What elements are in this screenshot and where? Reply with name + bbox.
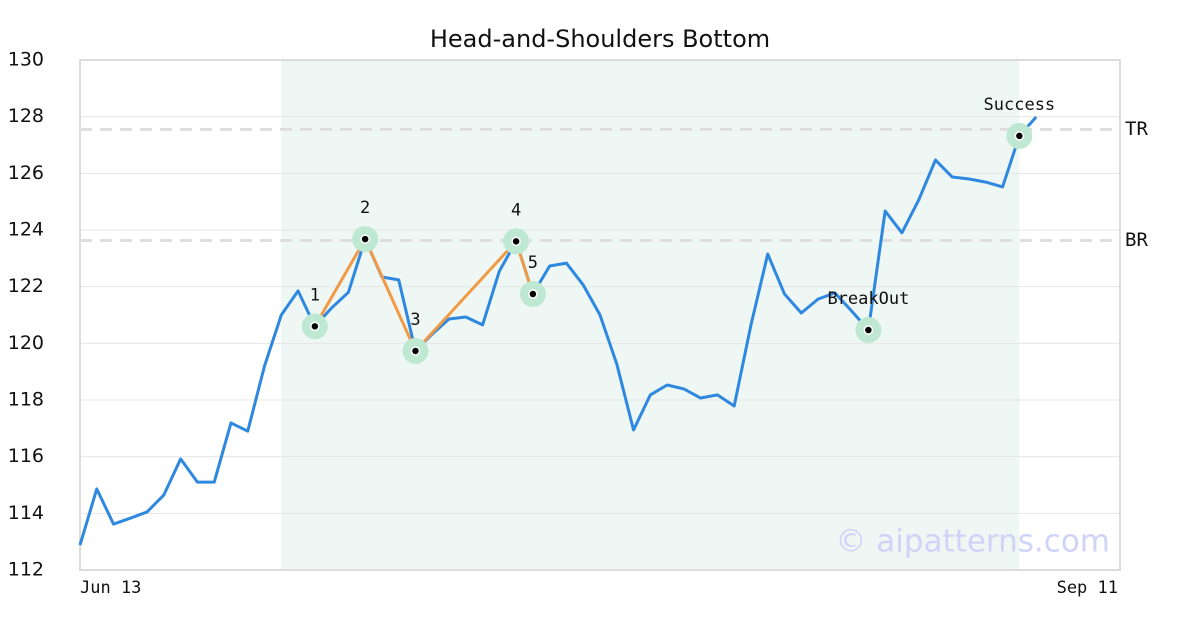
y-tick-label: 112 bbox=[8, 559, 44, 581]
watermark: © aipatterns.com bbox=[835, 524, 1110, 560]
point-dot bbox=[528, 289, 538, 299]
point-dot bbox=[511, 236, 521, 247]
y-tick-label: 128 bbox=[8, 105, 44, 127]
point-label: 1 bbox=[310, 285, 320, 305]
plot-frame bbox=[79, 59, 1121, 571]
y-tick-label: 116 bbox=[8, 445, 44, 467]
point-label: Success bbox=[984, 95, 1056, 115]
y-tick-label: 122 bbox=[8, 275, 44, 297]
point-dot bbox=[310, 321, 320, 332]
x-tick-label: Jun 13 bbox=[80, 578, 141, 598]
point-dot bbox=[1014, 131, 1025, 141]
point-dot bbox=[360, 234, 370, 244]
point-label: 2 bbox=[360, 198, 370, 218]
point-label: BreakOut bbox=[827, 289, 909, 309]
point-label: 3 bbox=[410, 310, 420, 330]
y-tick-label: 126 bbox=[8, 162, 44, 184]
y-tick-label: 124 bbox=[8, 219, 44, 241]
x-tick-label: Sep 11 bbox=[1057, 578, 1118, 598]
y-tick-label: 120 bbox=[8, 332, 44, 354]
pattern-range bbox=[281, 60, 1020, 570]
point-label: 4 bbox=[511, 200, 521, 220]
level-label: BR bbox=[1125, 229, 1148, 251]
chart-title: Head-and-Shoulders Bottom bbox=[430, 25, 770, 53]
y-tick-label: 114 bbox=[8, 502, 44, 524]
point-label: 5 bbox=[528, 253, 538, 273]
y-tick-label: 118 bbox=[8, 389, 44, 411]
y-tick-label: 130 bbox=[8, 49, 44, 71]
level-label: TR bbox=[1125, 118, 1148, 140]
point-dot bbox=[863, 325, 874, 335]
point-dot bbox=[410, 346, 421, 356]
price-line bbox=[78, 115, 1038, 546]
